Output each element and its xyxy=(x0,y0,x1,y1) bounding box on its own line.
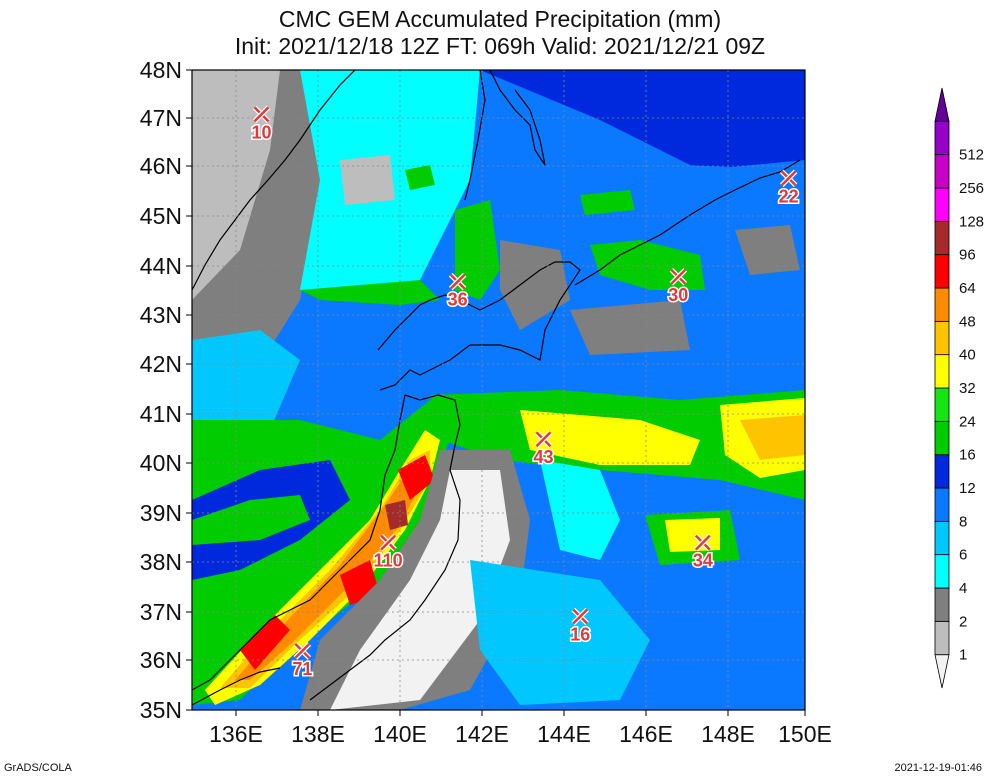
colorbar-swatch xyxy=(934,554,950,589)
plot-frame xyxy=(191,69,806,711)
max-value-label: 30 xyxy=(668,285,688,305)
max-marker: 10 xyxy=(250,105,273,144)
colorbar-label: 1 xyxy=(959,647,967,664)
lat-tick-label: 48N xyxy=(140,57,182,83)
lon-tick-label: 144E xyxy=(537,721,591,747)
colorbar-label: 2 xyxy=(959,613,967,630)
colorbar-swatch xyxy=(934,320,950,356)
max-marker: 71 xyxy=(291,642,314,680)
colorbar-label: 8 xyxy=(959,513,967,530)
max-marker: 16 xyxy=(569,607,592,646)
colorbar-label: 32 xyxy=(959,380,976,397)
title-line-2: Init: 2021/12/18 12Z FT: 069h Valid: 202… xyxy=(234,33,766,59)
marker-cross xyxy=(449,273,466,290)
colorbar-swatch xyxy=(934,420,950,456)
max-value-label: 43 xyxy=(533,447,553,467)
colorbar-swatch xyxy=(934,87,950,122)
max-value-label: 16 xyxy=(570,624,590,644)
lat-tick-label: 39N xyxy=(140,500,182,526)
max-marker: 30 xyxy=(667,268,690,306)
marker-cross xyxy=(253,106,270,123)
colorbar-swatch xyxy=(934,354,950,389)
lat-tick-label: 45N xyxy=(140,203,182,229)
lat-tick-label: 41N xyxy=(140,401,182,427)
max-marker: 34 xyxy=(691,533,714,572)
max-marker: 43 xyxy=(532,430,555,469)
max-value-label: 36 xyxy=(448,290,468,310)
colorbar-swatch xyxy=(934,220,950,256)
lat-tick-label: 38N xyxy=(140,549,182,575)
footer-timestamp: 2021-12-19-01:46 xyxy=(894,762,982,774)
footer-credit: GrADS/COLA xyxy=(4,762,72,774)
colorbar-swatch xyxy=(934,120,950,156)
marker-cross xyxy=(694,534,711,551)
lat-tick-label: 42N xyxy=(140,351,182,377)
lat-tick-label: 44N xyxy=(140,253,182,279)
lat-tick-label: 37N xyxy=(140,599,182,625)
marker-cross xyxy=(294,643,311,659)
colorbar-swatch xyxy=(934,587,950,622)
max-value-label: 10 xyxy=(251,122,271,142)
colorbar-label: 256 xyxy=(959,180,984,197)
colorbar-label: 16 xyxy=(959,447,976,464)
lat-tick-label: 40N xyxy=(140,450,182,476)
lat-tick-label: 47N xyxy=(140,105,182,131)
axis-tick-marks xyxy=(186,69,806,716)
lat-tick-label: 36N xyxy=(140,647,182,673)
max-value-label: 34 xyxy=(693,551,713,571)
colorbar-label: 512 xyxy=(959,147,984,164)
colorbar-swatch xyxy=(934,487,950,522)
precipitation-field xyxy=(192,70,805,710)
lon-tick-label: 148E xyxy=(701,721,755,747)
colorbar-swatch xyxy=(934,254,950,289)
lon-tick-label: 150E xyxy=(778,721,832,747)
marker-cross xyxy=(535,431,552,448)
max-marker: 36 xyxy=(446,272,469,311)
coastlines xyxy=(192,70,801,706)
map-title: CMC GEM Accumulated Precipitation (mm) I… xyxy=(0,6,1000,60)
colorbar-label: 48 xyxy=(959,313,976,330)
colorbar-label: 96 xyxy=(959,247,976,264)
colorbar-swatch xyxy=(934,454,950,489)
marker-cross xyxy=(780,170,797,187)
lon-tick-label: 138E xyxy=(291,721,345,747)
colorbar-label: 24 xyxy=(959,413,976,430)
colorbar-swatch xyxy=(934,287,950,322)
colorbar-label: 128 xyxy=(959,213,984,230)
colorbar-label: 12 xyxy=(959,480,976,497)
lon-tick-label: 136E xyxy=(209,721,263,747)
colorbar-swatch xyxy=(934,154,950,189)
lat-tick-label: 35N xyxy=(140,697,182,723)
latitude-labels: 48N 47N 46N 45N 44N 43N 42N 41N 40N 39N … xyxy=(140,57,182,723)
colorbar-label: 64 xyxy=(959,280,976,297)
marker-cross xyxy=(572,608,589,625)
colorbar-swatch xyxy=(934,620,950,656)
colorbar-label: 6 xyxy=(959,547,967,564)
marker-cross xyxy=(380,534,397,551)
colorbar-swatch xyxy=(934,654,950,689)
lon-tick-label: 142E xyxy=(455,721,509,747)
colorbar-swatch xyxy=(934,187,950,222)
title-line-1: CMC GEM Accumulated Precipitation (mm) xyxy=(278,6,722,32)
marker-cross xyxy=(670,268,687,285)
colorbar-swatch xyxy=(934,387,950,422)
graticule xyxy=(192,70,805,710)
longitude-labels: 136E 138E 140E 142E 144E 146E 148E 150E xyxy=(209,721,832,747)
lon-tick-label: 146E xyxy=(619,721,673,747)
max-value-label: 22 xyxy=(779,186,799,206)
max-marker: 110 xyxy=(372,533,404,572)
max-marker: 22 xyxy=(777,169,800,208)
max-value-label: 110 xyxy=(374,551,403,571)
precip-max-markers: 10 22 36 30 43 34 110 16 71 xyxy=(250,105,800,680)
colorbar-swatch xyxy=(934,520,950,556)
colorbar-label: 4 xyxy=(959,580,967,597)
lat-tick-label: 43N xyxy=(140,302,182,328)
max-value-label: 71 xyxy=(292,659,312,679)
lon-tick-label: 140E xyxy=(373,721,427,747)
colorbar-label: 40 xyxy=(959,347,976,364)
lat-tick-label: 46N xyxy=(140,153,182,179)
